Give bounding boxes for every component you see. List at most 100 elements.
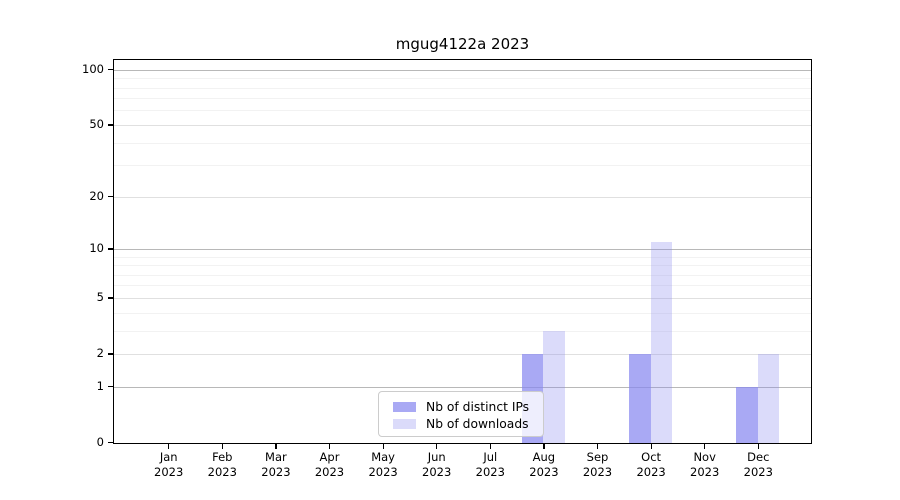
x-tick-label-year: 2023 <box>261 465 291 479</box>
bar-oct-distinct-ips <box>629 354 651 443</box>
x-tick-label-jun: Jun 2023 <box>407 450 467 480</box>
x-tick-label-month: Jul <box>483 450 498 464</box>
legend-label-downloads: Nb of downloads <box>426 416 529 431</box>
chart-title: mgug4122a 2023 <box>395 35 530 53</box>
y-tick-50 <box>108 124 113 126</box>
gridline-y-2 <box>114 353 811 355</box>
x-tick-label-month: Sep <box>586 450 609 464</box>
y-tick-20 <box>108 196 113 198</box>
gridline-y-3 <box>114 330 811 332</box>
bar-oct-downloads <box>650 242 672 443</box>
gridline-y-10 <box>114 248 811 250</box>
x-tick-dec <box>757 444 759 449</box>
x-tick-label-apr: Apr 2023 <box>300 450 360 480</box>
x-tick-label-jan: Jan 2023 <box>139 450 199 480</box>
x-tick-label-year: 2023 <box>207 465 237 479</box>
x-tick-label-year: 2023 <box>154 465 184 479</box>
gridline-y-5 <box>114 297 811 299</box>
gridline-y-7 <box>114 274 811 276</box>
x-tick-label-year: 2023 <box>475 465 505 479</box>
gridline-y-6 <box>114 285 811 287</box>
legend-item-distinct-ips: Nb of distinct IPs <box>393 398 537 415</box>
x-tick-label-sep: Sep 2023 <box>568 450 628 480</box>
x-tick-label-month: Oct <box>641 450 662 464</box>
bar-dec-distinct-ips <box>736 387 758 443</box>
y-tick-label-50: 50 <box>89 117 104 132</box>
bar-aug-downloads <box>543 331 565 443</box>
x-tick-label-mar: Mar 2023 <box>246 450 306 480</box>
y-tick-1 <box>108 386 113 388</box>
bar-dec-downloads <box>757 354 780 443</box>
gridline-y-60 <box>114 110 811 112</box>
y-tick-100 <box>108 69 113 71</box>
gridline-y-90 <box>114 78 811 80</box>
x-tick-label-month: Jun <box>427 450 446 464</box>
y-tick-label-1: 1 <box>96 379 104 393</box>
x-tick-label-month: Nov <box>693 450 716 464</box>
x-tick-oct <box>650 444 652 449</box>
x-tick-jul <box>489 444 491 449</box>
x-tick-feb <box>221 444 223 449</box>
x-tick-label-jul: Jul 2023 <box>460 450 520 480</box>
y-tick-10 <box>108 248 113 250</box>
plot-area <box>113 59 812 444</box>
x-tick-mar <box>275 444 277 449</box>
y-tick-label-0: 0 <box>96 435 104 449</box>
x-tick-label-nov: Nov 2023 <box>675 450 735 480</box>
gridline-y-9 <box>114 256 811 258</box>
x-tick-sep <box>596 444 599 449</box>
x-axis: Jan 2023 Feb 2023 Mar 2023 Apr 2023 May 2023 Jun 20… <box>113 444 812 500</box>
legend-swatch-downloads <box>393 418 416 429</box>
y-tick-label-5: 5 <box>96 290 104 305</box>
gridline-y-20 <box>114 196 811 198</box>
x-tick-label-year: 2023 <box>636 465 666 479</box>
x-tick-label-year: 2023 <box>314 465 345 479</box>
x-tick-nov <box>704 444 706 449</box>
y-tick-label-2: 2 <box>96 346 104 361</box>
x-tick-label-year: 2023 <box>690 465 720 479</box>
y-axis: 100 50 20 10 5 2 1 0 <box>0 59 113 449</box>
gridline-y-4 <box>114 312 811 314</box>
x-tick-apr <box>328 444 331 449</box>
gridline-y-50 <box>114 124 811 126</box>
y-tick-2 <box>108 353 113 355</box>
x-tick-label-month: Feb <box>212 450 233 464</box>
legend-item-downloads: Nb of downloads <box>393 415 537 432</box>
bars-layer <box>114 60 811 443</box>
gridline-y-30 <box>114 165 811 167</box>
x-tick-label-year: 2023 <box>368 465 398 479</box>
gridline-y-1 <box>114 386 811 388</box>
legend: Nb of distinct IPs Nb of downloads <box>378 391 544 437</box>
x-tick-label-dec: Dec 2023 <box>728 450 788 480</box>
gridline-y-80 <box>114 87 811 89</box>
gridline-y-40 <box>114 142 811 144</box>
x-tick-label-month: Jan <box>159 450 178 464</box>
x-tick-label-may: May 2023 <box>353 450 413 480</box>
x-tick-label-oct: Oct 2023 <box>621 450 681 480</box>
y-tick-label-10: 10 <box>89 241 104 256</box>
x-tick-label-year: 2023 <box>582 465 613 479</box>
x-tick-label-year: 2023 <box>529 465 559 479</box>
x-tick-label-month: Mar <box>265 450 287 464</box>
x-tick-label-month: Apr <box>319 450 340 464</box>
x-tick-aug <box>543 444 545 449</box>
x-tick-jan <box>168 444 170 449</box>
y-tick-5 <box>108 297 113 299</box>
x-tick-label-month: Dec <box>747 450 770 464</box>
legend-swatch-distinct-ips <box>393 401 416 412</box>
y-tick-0 <box>108 442 113 444</box>
x-tick-label-year: 2023 <box>743 465 773 479</box>
x-tick-label-year: 2023 <box>422 465 452 479</box>
x-tick-label-feb: Feb 2023 <box>192 450 252 480</box>
x-tick-label-aug: Aug 2023 <box>514 450 574 480</box>
gridline-y-70 <box>114 98 811 100</box>
x-tick-may <box>382 444 384 449</box>
y-tick-label-20: 20 <box>89 189 104 204</box>
gridline-y-8 <box>114 265 811 267</box>
gridlines-layer <box>114 60 811 443</box>
x-tick-jun <box>436 444 438 449</box>
gridline-y-100 <box>114 69 811 71</box>
x-tick-label-month: May <box>371 450 395 464</box>
legend-label-distinct-ips: Nb of distinct IPs <box>426 399 530 414</box>
